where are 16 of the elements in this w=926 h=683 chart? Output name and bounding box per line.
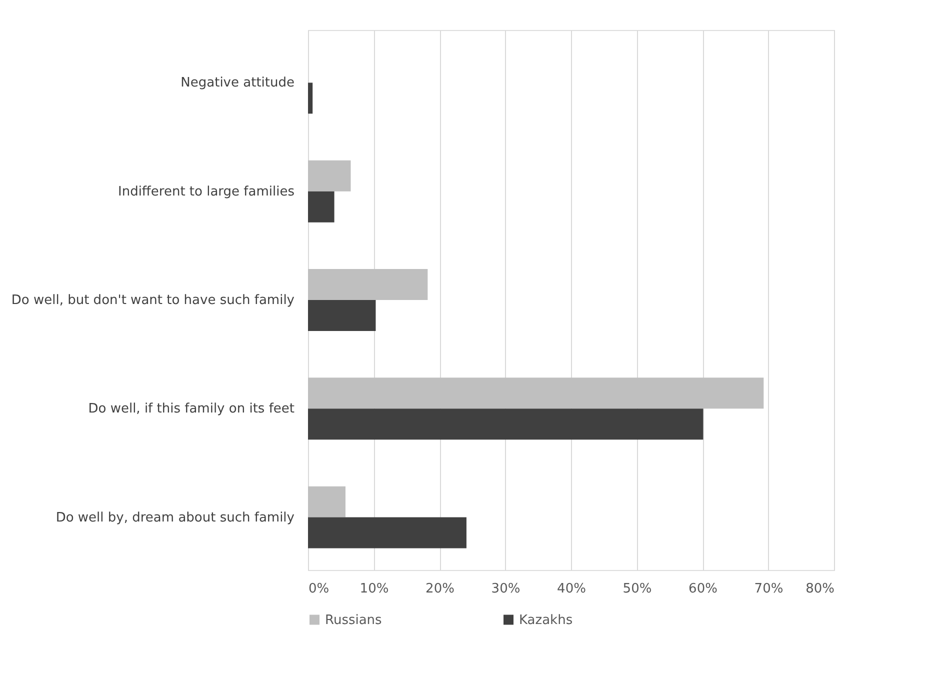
x-tick-label: 40% [557,582,586,596]
y-tick-label: Do well, but don't want to have such family [11,293,295,308]
legend-label: Kazakhs [519,612,573,628]
y-tick-label: Negative attitude [180,76,294,91]
x-tick-label: 10% [360,582,389,596]
y-tick-label: Indifferent to large families [118,184,295,200]
x-tick-label: 50% [622,582,652,596]
x-tick-label: 20% [426,582,454,596]
y-tick-label: Do well by, dream about such family [56,510,295,526]
x-tick-label: 80% [806,582,834,596]
x-tick-label: 60% [688,582,718,596]
y-tick-label: Do well, if this family on its feet [88,402,294,417]
x-tick-label: 30% [491,582,520,596]
x-tick-label: 0% [308,582,330,596]
x-tick-label: 70% [754,582,784,596]
legend-label: Russians [325,612,382,628]
